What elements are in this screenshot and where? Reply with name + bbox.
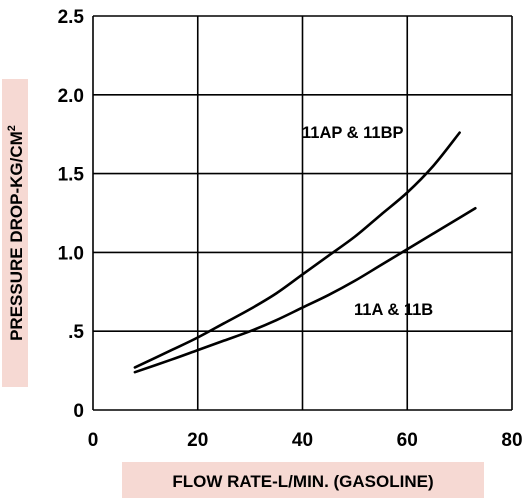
y-tick-label-2: 1.0 (58, 243, 84, 264)
y-axis-title-background (2, 79, 28, 387)
y-axis-title-superscript: 2 (6, 125, 18, 131)
series-label-11ap-11bp: 11AP & 11BP (302, 124, 404, 142)
x-axis-ticks: 0 20 40 60 80 (88, 430, 523, 451)
y-tick-label-5: 2.5 (58, 7, 85, 28)
series-line-1 (133, 206, 477, 374)
series-label-11a-11b: 11A & 11B (354, 301, 433, 319)
y-tick-label-1: .5 (68, 322, 84, 343)
y-axis-ticks: 0 .5 1.0 1.5 2.0 2.5 (58, 7, 85, 422)
series-line-0 (133, 131, 461, 369)
y-axis-title-main: PRESSURE DROP-KG/CM (7, 131, 26, 341)
x-tick-label-3: 60 (397, 430, 418, 451)
x-axis-title: FLOW RATE-L/MIN. (GASOLINE) (172, 472, 433, 491)
x-tick-label-2: 40 (292, 430, 313, 451)
y-axis-title: PRESSURE DROP-KG/CM2 (6, 125, 26, 341)
y-tick-label-4: 2.0 (58, 86, 84, 107)
x-tick-label-4: 80 (501, 430, 522, 451)
plot-grid (92, 15, 513, 411)
data-series (133, 131, 477, 374)
y-tick-label-3: 1.5 (58, 165, 85, 186)
x-tick-label-1: 20 (187, 430, 208, 451)
y-tick-label-0: 0 (73, 401, 84, 422)
x-tick-label-0: 0 (88, 430, 99, 451)
x-axis-title-background (122, 462, 484, 498)
